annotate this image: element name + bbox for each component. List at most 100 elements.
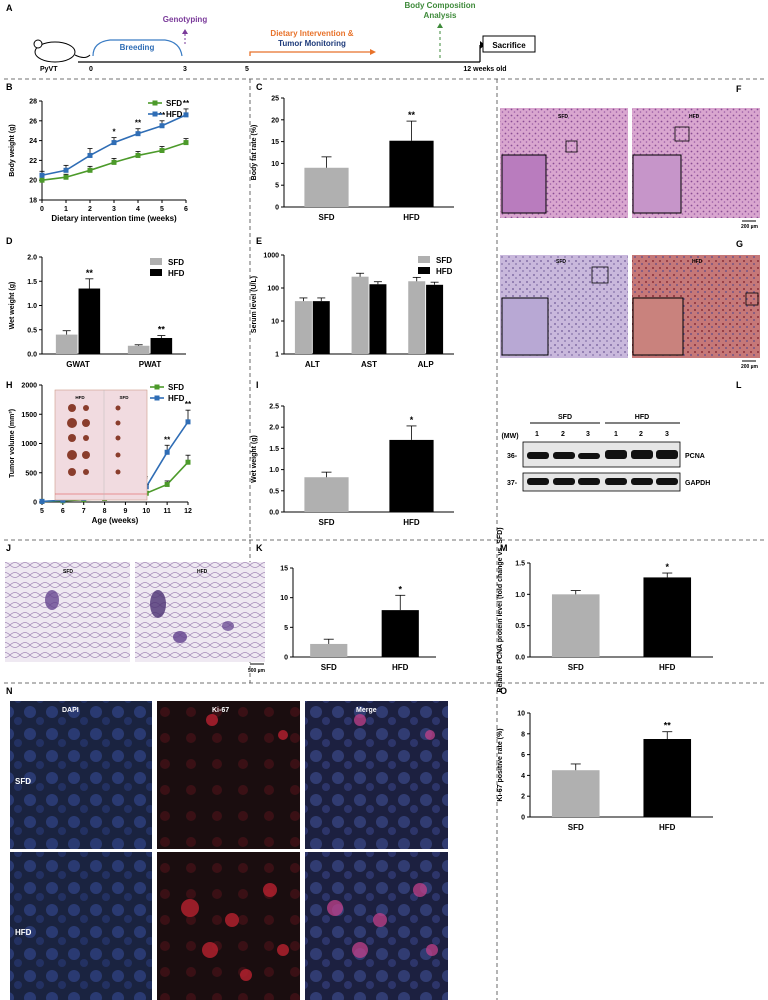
y-tick-label: 1 <box>275 352 279 359</box>
y-axis-label: Ki-67 positive rate (%) <box>497 728 504 801</box>
data-point <box>185 419 191 425</box>
x-tick-label: 2 <box>88 206 92 213</box>
legend-label: SFD <box>166 99 182 108</box>
timeline-tick-12: 12 weeks old <box>463 66 506 73</box>
breeding-label: Breeding <box>120 43 155 52</box>
data-point <box>135 131 141 137</box>
chart-o: O 0 2 4 6 8 10 Ki-67 positive rate (%) SFD ** HFD <box>497 686 713 832</box>
if-row-hfd: HFD <box>15 928 32 937</box>
y-tick-label: 0 <box>275 205 279 212</box>
data-point <box>39 498 45 504</box>
y-tick-label: 15 <box>271 139 279 146</box>
panel-letter-o: O <box>500 686 507 696</box>
data-point <box>183 112 189 118</box>
data-point <box>164 481 170 487</box>
legend-label: SFD <box>168 383 184 392</box>
label-f-hfd: HFD <box>689 114 700 120</box>
lane-4: 1 <box>614 431 618 438</box>
panel-dividers <box>4 78 764 1000</box>
data-point <box>87 167 93 173</box>
panel-a: A PyVT 0 3 5 12 weeks old Breeding Genot… <box>6 1 536 73</box>
legend-marker <box>152 100 158 106</box>
y-tick-label: 20 <box>271 117 279 124</box>
y-axis-label: Relative PCNA protein level (fold change… <box>497 527 504 692</box>
y-tick-label: 6 <box>521 752 525 759</box>
y-tick-label: 0.0 <box>269 510 279 517</box>
panel-h-inset: HFD SFD <box>54 389 148 501</box>
y-axis-label: Wet weight (g) <box>251 435 258 483</box>
x-tick-label: HFD <box>403 518 420 527</box>
x-tick-label: 5 <box>40 508 44 515</box>
x-tick-label: PWAT <box>139 360 162 369</box>
data-point <box>87 152 93 158</box>
lane-5: 2 <box>639 431 643 438</box>
y-tick-label: 1.0 <box>515 592 525 599</box>
legend-swatch <box>150 258 162 265</box>
y-tick-label: 10 <box>271 319 279 326</box>
panel-letter-l: L <box>736 380 742 390</box>
significance-mark: * <box>410 415 414 425</box>
inset-g-sfd <box>501 297 549 356</box>
x-tick-label: HFD <box>403 213 420 222</box>
bar <box>78 288 101 354</box>
inset-g-hfd <box>632 297 684 356</box>
y-tick-label: 4 <box>521 773 525 780</box>
significance-mark: ** <box>135 119 142 128</box>
mouse-label: PyVT <box>40 66 58 73</box>
body-comp-label-2: Analysis <box>424 11 457 20</box>
legend-swatch <box>418 256 430 263</box>
x-tick-label: 9 <box>123 508 127 515</box>
legend-label: HFD <box>168 269 185 278</box>
bar <box>150 337 173 354</box>
scale-f: 200 µm <box>741 224 759 230</box>
bar <box>389 140 434 207</box>
bar <box>310 643 348 657</box>
significance-mark: ** <box>86 268 94 278</box>
x-tick-label: GWAT <box>66 360 90 369</box>
significance-mark: * <box>112 128 116 137</box>
y-tick-label: 100 <box>267 286 279 293</box>
body-comp-label-1: Body Composition <box>404 1 475 10</box>
bar <box>389 439 434 512</box>
bar <box>127 345 150 354</box>
y-tick-label: 25 <box>271 96 279 103</box>
y-tick-label: 2000 <box>21 383 37 390</box>
significance-mark: ** <box>664 721 672 731</box>
y-tick-label: 28 <box>29 99 37 106</box>
data-point <box>63 174 69 180</box>
significance-mark: * <box>665 562 669 572</box>
panel-letter-e: E <box>256 236 262 246</box>
x-tick-label: 0 <box>40 206 44 213</box>
legend-label: HFD <box>436 267 453 276</box>
bar <box>643 739 692 817</box>
x-tick-label: 6 <box>61 508 65 515</box>
chart-k: K051015Number of metastatic fociSFD*HFD <box>256 543 436 672</box>
data-point <box>183 140 189 146</box>
y-tick-label: 10 <box>517 711 525 718</box>
x-tick-label: AST <box>361 360 377 369</box>
y-tick-label: 24 <box>29 138 37 145</box>
bar <box>381 610 419 657</box>
lane-6: 3 <box>665 431 669 438</box>
histology-j-sfd <box>5 562 130 662</box>
legend-marker <box>154 384 160 390</box>
y-tick-label: 1.5 <box>515 561 525 568</box>
timeline-tick-3: 3 <box>183 66 187 73</box>
legend-label: SFD <box>168 258 184 267</box>
label-j-sfd: SFD <box>63 569 73 575</box>
bar <box>312 301 330 354</box>
y-axis-label: Wet weight (g) <box>9 282 16 330</box>
inset-label-hfd: HFD <box>75 395 85 400</box>
y-tick-label: 5 <box>275 183 279 190</box>
chart-d: D 0.0 0.5 1.0 1.5 2.0 Wet weight (g) ** GWAT ** PW… <box>6 236 186 369</box>
if-ki67-sfd <box>157 701 300 849</box>
y-tick-label: 10 <box>271 161 279 168</box>
panel-f: F SFD HFD 200 µm <box>500 84 760 230</box>
legend-swatch <box>150 269 162 276</box>
y-tick-label: 15 <box>280 566 288 573</box>
data-point <box>164 449 170 455</box>
x-tick-label: 10 <box>142 508 150 515</box>
bar <box>55 334 78 354</box>
inset-label-sfd: SFD <box>120 395 130 400</box>
